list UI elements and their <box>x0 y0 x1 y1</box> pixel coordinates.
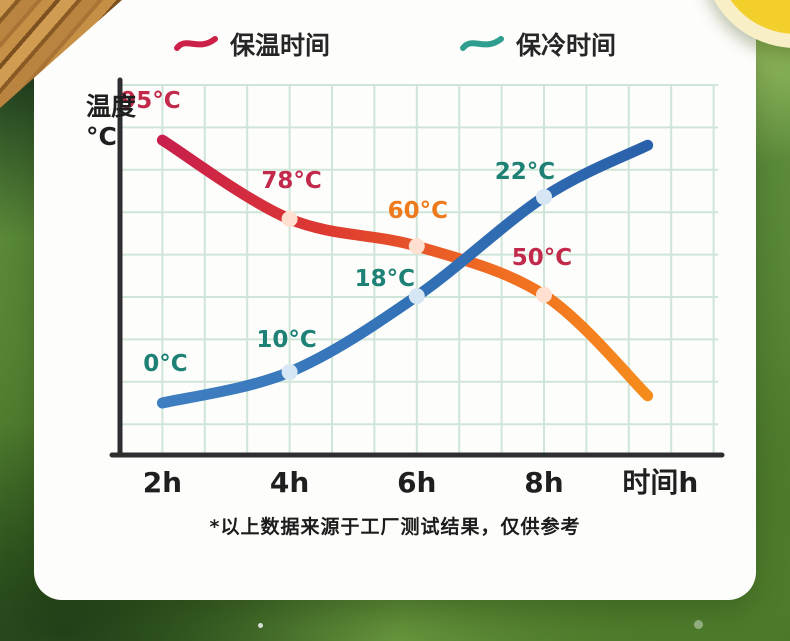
data-point <box>536 286 552 303</box>
data-point <box>281 364 298 381</box>
x-tick-label: 时间h <box>622 466 698 499</box>
legend-label-heat: 保温时间 <box>229 31 330 60</box>
footnote: *以上数据来源于工厂测试结果，仅供参考 <box>209 516 581 538</box>
point-label: 50°C <box>512 245 572 271</box>
x-tick-label: 2h <box>143 466 182 499</box>
y-axis-label: 温度 °C <box>86 92 136 151</box>
x-tick-label: 8h <box>524 466 563 499</box>
chart-card: 保温时间 保冷时间 温度 °C 95°C 78°C 60°C 50°C 0°C 10°C 1… <box>34 0 756 600</box>
bokeh-dot <box>694 620 703 629</box>
line-chart: 95°C 78°C 60°C 50°C 0°C 10°C 18°C 22°C 2h 4h 6h 8h 时… <box>109 77 725 499</box>
point-label: 22°C <box>495 159 555 185</box>
y-axis-label-text: 温度 <box>86 92 137 121</box>
point-label: 95°C <box>120 88 180 114</box>
point-label: 18°C <box>355 266 415 292</box>
y-axis-unit: °C <box>86 121 117 151</box>
x-tick-label: 4h <box>270 466 309 499</box>
heat-curve-icon <box>173 36 218 51</box>
legend-item-cold: 保冷时间 <box>460 26 616 62</box>
grid-lines <box>119 84 718 455</box>
point-label: 10°C <box>256 327 316 353</box>
axes <box>109 77 725 458</box>
data-point <box>281 210 298 227</box>
legend-item-heat: 保温时间 <box>173 26 330 62</box>
legend-label-cold: 保冷时间 <box>516 31 617 60</box>
bokeh-dot <box>258 623 263 628</box>
data-point <box>408 288 425 305</box>
x-tick-label: 6h <box>397 466 436 499</box>
data-point <box>536 188 552 205</box>
data-point <box>408 238 425 255</box>
chart-legend: 保温时间 保冷时间 <box>34 26 756 62</box>
point-label: 78°C <box>261 168 321 194</box>
cold-curve-icon <box>460 36 504 51</box>
point-label: 0°C <box>143 351 187 377</box>
point-label: 60°C <box>388 198 448 224</box>
